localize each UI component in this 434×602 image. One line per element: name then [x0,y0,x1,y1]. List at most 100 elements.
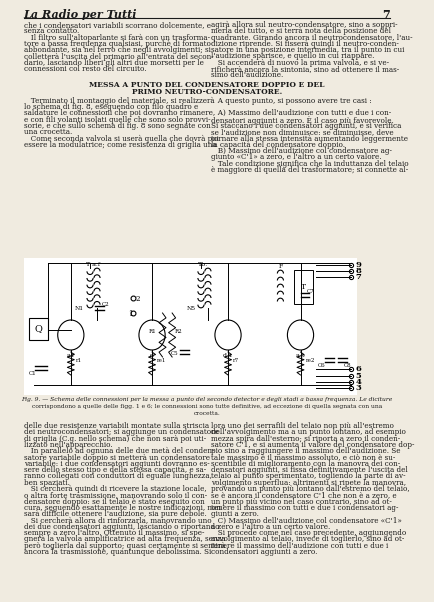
Text: 4: 4 [355,378,361,386]
Text: un punto più vicino nel caso contrario, sino ad ot-: un punto più vicino nel caso contrario, … [210,498,391,506]
Text: dizione riprende. Si fisserà quindi il neutro-conden-: dizione riprende. Si fisserà quindi il n… [210,40,398,48]
Text: C) Massimo dell'audizione col condensatore «C'1»: C) Massimo dell'audizione col condensato… [210,517,401,524]
Text: merla del tutto, e si terrà nota della posizione del: merla del tutto, e si terrà nota della p… [210,27,390,36]
Text: 3: 3 [355,384,361,392]
Text: rificherà ancora la sintonia, sino ad ottenere il mas-: rificherà ancora la sintonia, sino ad ot… [210,65,398,73]
Text: dei neutrocondensatori; si aggiunge un condensatore: dei neutrocondensatori; si aggiunge un c… [23,428,218,436]
Text: PRIMO NEUTRO-CONDENSATORE.: PRIMO NEUTRO-CONDENSATORE. [132,88,282,96]
Text: l'audizione sparisce, e quello in cui riappare.: l'audizione sparisce, e quello in cui ri… [210,52,373,60]
Text: Tb.: Tb. [197,262,207,267]
Text: re2: re2 [305,358,314,363]
Text: mezza spira dall'esterno; si riporta a zero il conden-: mezza spira dall'esterno; si riporta a z… [210,435,399,442]
Text: tenere il massimo con tutti e due i condensatori ag-: tenere il massimo con tutti e due i cond… [210,504,397,512]
Text: corrispondono a quelle delle figg. 1 e 6; le connessioni sono tutte definitive, : corrispondono a quelle delle figg. 1 e 6… [32,404,381,409]
Text: simo dell'audizione.: simo dell'audizione. [210,72,282,79]
Text: 8: 8 [355,267,361,275]
Text: se è ancora il condensatore C'1 che non è a zero, e: se è ancora il condensatore C'1 che non … [210,491,395,499]
Text: dario, lasciando liberi gli altri due morsetti per le: dario, lasciando liberi gli altri due mo… [23,59,203,67]
Text: R2: R2 [174,329,182,334]
Text: abbondante, sia nel ferro che negli avvolgimenti; si: abbondante, sia nel ferro che negli avvo… [23,46,210,54]
Text: essere la modulatrice; come resistenza di griglia una: essere la modulatrice; come resistenza d… [23,141,216,149]
Text: che i condensatori variabili scorrano dolcemente, e: che i condensatori variabili scorrano do… [23,21,210,29]
Text: quadrante. Girando ancora il neutrocondensatore, l'au-: quadrante. Girando ancora il neutroconde… [210,34,411,42]
Text: densatore doppio: se il telaio è stato eseguito con: densatore doppio: se il telaio è stato e… [23,498,204,506]
Text: C1: C1 [28,371,36,376]
Text: C6: C6 [317,363,324,368]
Text: sempre a zero l'altro. Ottenuto il massimo, si spe-: sempre a zero l'altro. Ottenuto il massi… [23,529,204,537]
Text: In parallelo ad ognuna delle due metà del conden-: In parallelo ad ognuna delle due metà de… [23,447,214,455]
Text: Si accenderà di nuovo la prima valvola, e si ve-: Si accenderà di nuovo la prima valvola, … [210,59,388,67]
Text: 2: 2 [135,295,140,303]
Text: Fig. 9. — Schema delle connessioni per la messa a punto del secondo detector e d: Fig. 9. — Schema delle connessioni per l… [21,397,392,402]
Text: gnerà la valvola amplificatrice ad alta frequenza, senza: gnerà la valvola amplificatrice ad alta … [23,535,225,544]
Text: è maggiore di quella del trasformatore; si connette al-: è maggiore di quella del trasformatore; … [210,166,407,174]
Text: densatori aggiunti a zero. È il caso più favorevole.: densatori aggiunti a zero. È il caso più… [210,116,392,125]
Text: sere dello stesso tipo e della stessa capacità, e sa-: sere dello stesso tipo e della stessa ca… [23,466,205,474]
Text: T a.f: T a.f [86,262,100,267]
Text: MESSA A PUNTO DEL CONDENSATORE DOPPIO E DEL: MESSA A PUNTO DEL CONDENSATORE DOPPIO E … [89,81,324,88]
Text: a.f: a.f [67,353,75,358]
Text: scentibile di miglioramento con la manovra dei con-: scentibile di miglioramento con la manov… [210,460,399,468]
Text: Si cercherà quindi di ricevere la stazione locale,: Si cercherà quindi di ricevere la stazio… [23,485,206,493]
Text: dei due condensatori aggiunti, lasciando o riportando: dei due condensatori aggiunti, lasciando… [23,523,219,531]
Text: 1: 1 [128,310,133,318]
Text: satore in una posizione intermedia, tra il punto in cui: satore in una posizione intermedia, tra … [210,46,403,54]
Text: agirà allora sul neutro-condensatore, sino a soppri-: agirà allora sul neutro-condensatore, si… [210,21,396,29]
Text: Si cercherà allora di rinforzarla, manovrando uno: Si cercherà allora di rinforzarla, manov… [23,517,211,524]
Bar [29,318,48,340]
Text: F: F [278,264,282,269]
Text: Come seconda valvola si userà quella che dovrà poi: Come seconda valvola si userà quella che… [23,134,218,143]
Text: re1: re1 [157,358,166,363]
Text: 6: 6 [355,365,361,373]
Text: una crocetta.: una crocetta. [23,128,72,136]
Text: saldature le connessioni che poi dovranno rimanere,: saldature le connessioni che poi dovrann… [23,110,214,117]
Text: C7: C7 [306,289,313,294]
Text: 9: 9 [355,261,361,269]
Text: Terminato il montaggio del materiale, si realizzerà: Terminato il montaggio del materiale, si… [23,97,214,105]
Text: o altra forte trasmissione, manovrando solo il con-: o altra forte trasmissione, manovrando s… [23,491,207,499]
Text: dell'avvolgimento ma a un punto lontano, ad esempio: dell'avvolgimento ma a un punto lontano,… [210,428,404,436]
Text: e con fili volanti isolati quelle che sono solo provvi-: e con fili volanti isolati quelle che so… [23,116,210,123]
Text: crocetta.: crocetta. [193,411,220,417]
Text: densatori aggiunti, si fissa definitivamente l'uscita del: densatori aggiunti, si fissa definitivam… [210,466,406,474]
Text: r7: r7 [233,358,239,363]
Text: tore a bassa frequenza qualsiasi, purchè di formato: tore a bassa frequenza qualsiasi, purchè… [23,40,210,48]
Text: pio sino a raggiungere il massimo dell'audizione. Se: pio sino a raggiungere il massimo dell'a… [210,447,399,455]
Text: tornare alla stessa intensità aumentando leggermente: tornare alla stessa intensità aumentando… [210,134,407,143]
Text: d.a: d.a [223,353,232,358]
Text: giunti a zero.: giunti a zero. [210,510,258,518]
Text: ancora la trasmissione, quantunque debolissima. Si: ancora la trasmissione, quantunque debol… [23,548,210,556]
Text: C2: C2 [101,302,109,307]
Text: ben spaziati.: ben spaziati. [23,479,69,486]
Text: variabile: i due condensatori aggiunti dovranno es-: variabile: i due condensatori aggiunti d… [23,460,209,468]
Text: se l'audizione non diminuisce: se diminuisse, deve: se l'audizione non diminuisce: se diminu… [210,128,392,136]
Text: ranno collegati con conduttori di eguale lunghezza,: ranno collegati con conduttori di eguale… [23,473,211,480]
Text: la capacità del condensatore doppio.: la capacità del condensatore doppio. [210,141,344,149]
Text: A) Massimo dell'audizione con tutti e due i con-: A) Massimo dell'audizione con tutti e du… [210,110,390,117]
Text: T: T [300,283,305,291]
Text: avvolgimento al telaio, invece di toglierlo, sino ad ot-: avvolgimento al telaio, invece di toglie… [210,535,403,544]
Text: C8: C8 [343,363,351,368]
Text: di griglia (C.g. nello schema) che non sarà poi uti-: di griglia (C.g. nello schema) che non s… [23,435,205,442]
Text: sorie, e che sullo schema di fig. 8 sono segnate con: sorie, e che sullo schema di fig. 8 sono… [23,122,210,130]
Text: N1: N1 [75,306,84,311]
Text: N5: N5 [186,306,195,311]
Text: provando un punto più lontano dall'estremo del telaio,: provando un punto più lontano dall'estre… [210,485,408,493]
Text: giunto «C'1» a zero, e l'altro a un certo valore.: giunto «C'1» a zero, e l'altro a un cert… [210,154,380,161]
Text: lizzato nell'apparecchio.: lizzato nell'apparecchio. [23,441,112,449]
Text: Tale condizione significa che la induttanza del telaio: Tale condizione significa che la indutta… [210,160,407,168]
Text: a.p: a.p [295,353,305,358]
Text: sarà difficile ottenere l'audizione, sia pure debole.: sarà difficile ottenere l'audizione, sia… [23,510,206,518]
Text: lora uno dei serrafili del telaio non più all'estremo: lora uno dei serrafili del telaio non pi… [210,422,392,430]
Bar [293,270,312,304]
Text: Il filtro sull'altoparlante si farà con un trasforma-: Il filtro sull'altoparlante si farà con … [23,34,209,42]
Text: satore variabile doppio si metterà un condensatore: satore variabile doppio si metterà un co… [23,453,209,462]
Text: telaio al punto sperimentato, togliendo la parte di av-: telaio al punto sperimentato, togliendo … [210,473,404,480]
Text: Si staccano i due condensatori aggiunti, e si verifica: Si staccano i due condensatori aggiunti,… [210,122,400,130]
Text: R1: R1 [148,329,156,334]
Text: lo schema di fig. 8, eseguendo con filo quadro e: lo schema di fig. 8, eseguendo con filo … [23,103,197,111]
Text: Q: Q [34,324,43,334]
Text: connessioni col resto del circuito.: connessioni col resto del circuito. [23,65,146,73]
Text: delle due resistenze variabili montate sulla striscia: delle due resistenze variabili montate s… [23,422,208,430]
Text: 7: 7 [381,9,389,20]
